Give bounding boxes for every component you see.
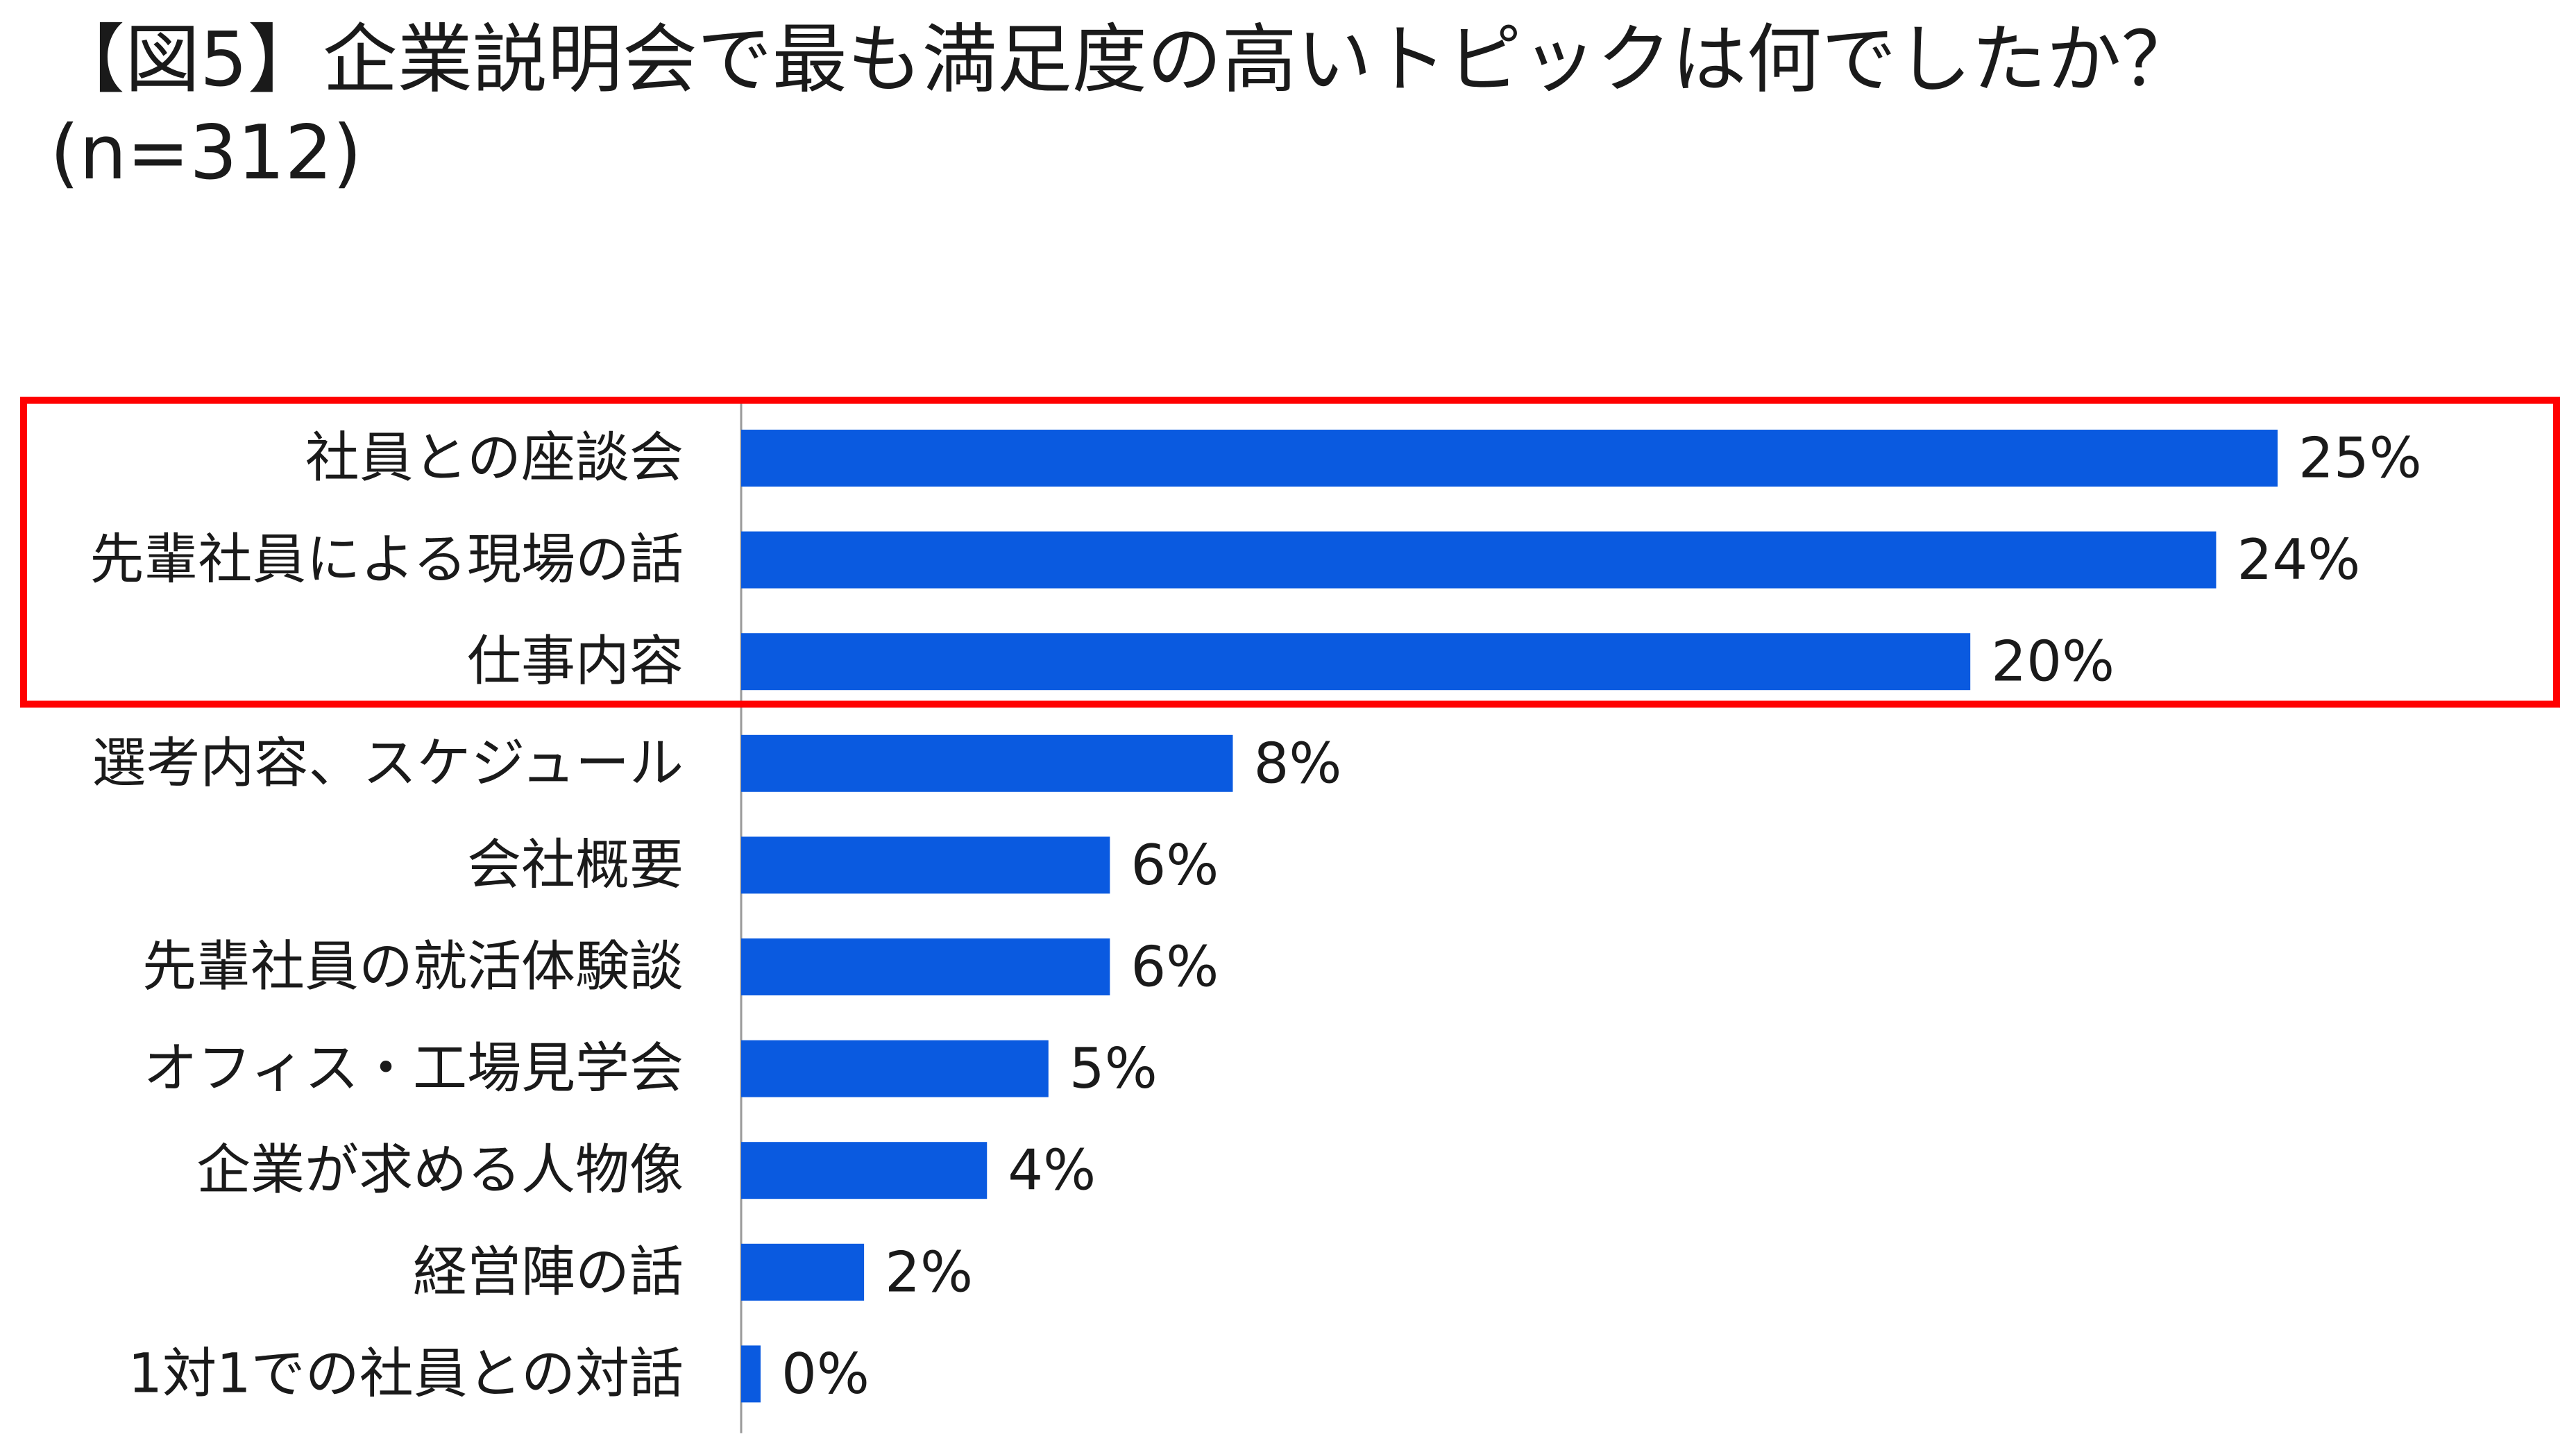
value-label: 8%: [1253, 731, 1341, 795]
category-label: 仕事内容: [467, 630, 684, 693]
bar: [741, 836, 1110, 894]
bar: [741, 1243, 865, 1301]
value-label: 4%: [1008, 1138, 1096, 1203]
bar: [741, 1040, 1049, 1097]
value-label: 20%: [1991, 630, 2115, 694]
value-label: 24%: [2237, 528, 2360, 592]
bar: [741, 1345, 761, 1403]
bar: [741, 938, 1110, 995]
category-label: 選考内容、スケジュール: [92, 732, 684, 795]
category-label: 先輩社員による現場の話: [90, 529, 684, 591]
bar: [741, 633, 1971, 691]
bar: [741, 531, 2217, 589]
category-label: 会社概要: [467, 834, 684, 896]
value-label: 6%: [1130, 935, 1219, 1000]
bar: [741, 1142, 988, 1199]
category-label: オフィス・工場見学会: [144, 1038, 684, 1100]
category-label: 経営陣の話: [413, 1241, 684, 1304]
value-label: 2%: [885, 1240, 973, 1304]
value-label: 25%: [2298, 426, 2422, 491]
value-label: 5%: [1069, 1036, 1158, 1101]
bar: [741, 430, 2278, 487]
bar: [741, 734, 1233, 792]
category-label: 1対1での社員との対話: [128, 1342, 684, 1405]
category-label: 企業が求める人物像: [196, 1139, 684, 1202]
category-label: 先輩社員の就活体験談: [142, 936, 684, 998]
chart-title-main: 【図5】企業説明会で最も満足度の高いトピックは何でしたか？: [50, 17, 2196, 103]
value-label: 6%: [1130, 833, 1219, 898]
category-label: 社員との座談会: [305, 427, 684, 489]
value-label: 0%: [781, 1342, 870, 1406]
highlight-box: [20, 396, 2560, 708]
chart-title: 【図5】企業説明会で最も満足度の高いトピックは何でしたか？ (n=312): [50, 14, 2520, 200]
chart-subtitle: (n=312): [50, 110, 362, 196]
